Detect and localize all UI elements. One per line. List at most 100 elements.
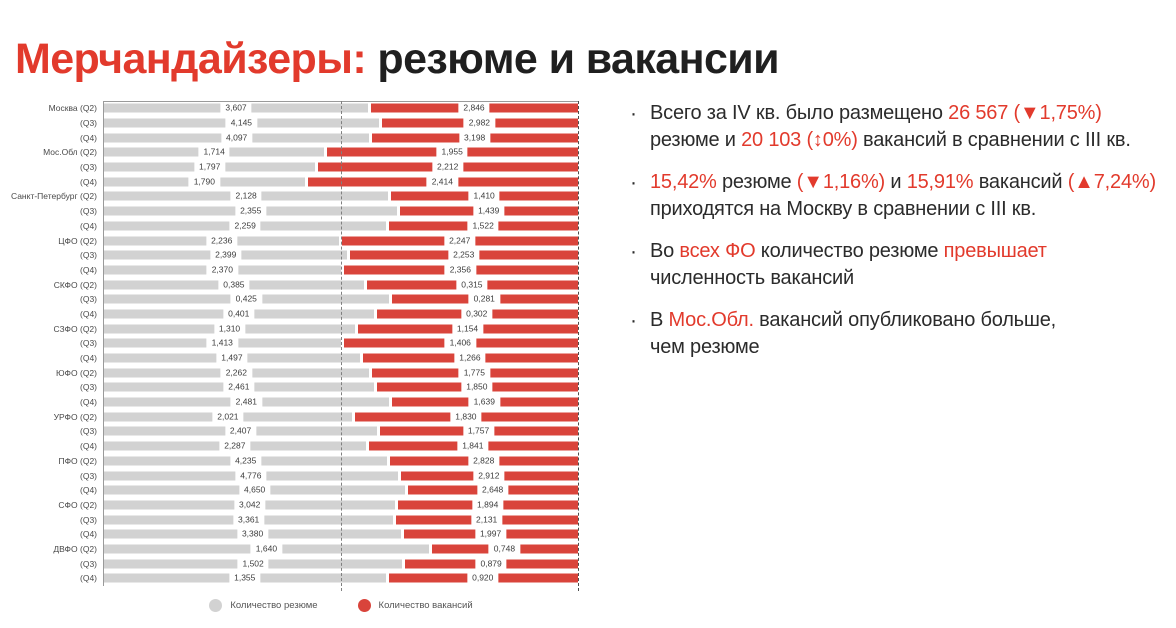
resumes-value: 1,355 xyxy=(229,572,261,584)
vacancies-value: 2,212 xyxy=(432,161,464,173)
row-label: Москва (Q2) xyxy=(48,103,97,114)
row-label: (Q4) xyxy=(80,397,97,408)
vacancies-value: 1,410 xyxy=(468,190,500,202)
resumes-value: 3,380 xyxy=(236,528,269,540)
title-text: резюме и вакансии xyxy=(366,34,779,83)
bar-row: 4,145 2,982 xyxy=(103,116,579,131)
row-label: СКФО (Q2) xyxy=(53,279,97,290)
vacancies-value: 1,522 xyxy=(467,220,499,232)
vacancies-value: 0,302 xyxy=(461,308,493,320)
bullet-item-2: · 15,42% резюме (▼1,16%) и 15,91% ваканси… xyxy=(630,169,1164,223)
resumes-value: 0,401 xyxy=(223,308,255,320)
bar-row: 3,361 2,131 xyxy=(103,512,579,527)
resumes-value: 2,128 xyxy=(230,190,262,202)
bar-row: 1,497 1,266 xyxy=(103,351,579,366)
bar-row: 1,502 0,879 xyxy=(103,556,579,571)
bar-row: 3,042 1,894 xyxy=(103,498,579,513)
row-label: (Q3) xyxy=(80,426,97,437)
vacancies-value: 1,439 xyxy=(473,205,505,217)
bullet-3-highlight: всех ФО xyxy=(679,240,756,262)
bullet-marker-icon: · xyxy=(630,171,637,194)
bullet-1-text: резюме и xyxy=(650,129,742,151)
resumes-value: 1,497 xyxy=(216,352,248,364)
bar-row: 3,380 1,997 xyxy=(103,527,579,542)
row-label: (Q3) xyxy=(80,118,97,129)
bar-row: 2,236 2,247 xyxy=(103,233,579,248)
bullet-2-highlight: 15,42% xyxy=(650,171,717,193)
resumes-value: 1,310 xyxy=(213,323,246,335)
resumes-vacancies-chart: Москва (Q2) (Q3) (Q4) Мос.Обл (Q2) (Q3) (Q4) С… xyxy=(10,101,579,612)
bar-row: 2,399 2,253 xyxy=(103,248,579,263)
chart-axis-labels: Москва (Q2) (Q3) (Q4) Мос.Обл (Q2) (Q3) (Q4) С… xyxy=(10,101,103,586)
bullet-text: В Мос.Обл. вакансий опубликовано больше,… xyxy=(650,307,1056,361)
bar-row: 1,413 1,406 xyxy=(103,336,579,351)
row-label: (Q4) xyxy=(80,529,97,540)
row-label: (Q3) xyxy=(80,206,97,217)
vacancies-value: 2,356 xyxy=(444,264,476,276)
resumes-value: 2,370 xyxy=(206,264,238,276)
resumes-value: 1,714 xyxy=(198,146,230,158)
row-label: СЗФО (Q2) xyxy=(53,323,97,334)
row-label: (Q4) xyxy=(80,132,97,143)
bullet-text: Всего за IV кв. было размещено 26 567 (▼… xyxy=(650,100,1131,154)
bullet-3-text: Во xyxy=(650,240,680,262)
bar-row: 4,235 2,828 xyxy=(103,454,579,469)
resumes-value: 4,776 xyxy=(235,470,267,482)
vacancies-value: 0,879 xyxy=(475,558,507,570)
bullet-2-highlight: (▲7,24%) xyxy=(1067,171,1156,193)
row-label: СФО (Q2) xyxy=(58,499,97,510)
resumes-value: 0,385 xyxy=(218,279,250,291)
bar-row: 0,385 0,315 xyxy=(103,277,579,292)
row-label: Мос.Обл (Q2) xyxy=(43,147,97,158)
chart-grid: Москва (Q2) (Q3) (Q4) Мос.Обл (Q2) (Q3) (Q4) С… xyxy=(10,101,579,591)
row-label: (Q4) xyxy=(80,441,97,452)
vacancies-value: 2,912 xyxy=(473,470,505,482)
resumes-value: 3,042 xyxy=(234,499,266,511)
chart-legend: Количество резюме Количество вакансий xyxy=(103,598,579,612)
vacancies-value: 0,748 xyxy=(488,543,521,555)
bar-row: 1,797 2,212 xyxy=(103,160,579,175)
bullet-4-highlight: Мос.Обл. xyxy=(668,309,755,331)
bullet-2-highlight: (▼1,16%) xyxy=(796,171,886,193)
bullet-4-text: В xyxy=(650,309,669,331)
resumes-value: 2,481 xyxy=(230,396,262,408)
resumes-value: 2,407 xyxy=(224,425,257,437)
legend-dot-icon xyxy=(357,598,371,612)
row-label: (Q3) xyxy=(80,382,97,393)
bullet-2-highlight: 15,91% xyxy=(906,171,974,193)
bullet-4-text: чем резюме xyxy=(650,336,760,358)
resumes-value: 1,413 xyxy=(206,337,238,349)
bar-row: 4,776 2,912 xyxy=(103,468,579,483)
vacancies-value: 1,154 xyxy=(451,323,484,335)
resumes-value: 2,021 xyxy=(212,411,244,423)
vacancies-value: 2,253 xyxy=(448,249,480,261)
bar-row: 2,021 1,830 xyxy=(103,409,579,424)
title-highlight: Мерчандайзеры: xyxy=(15,34,367,83)
vacancies-value: 1,266 xyxy=(454,352,486,364)
bullet-marker-icon: · xyxy=(630,309,637,332)
bar-row: 1,310 1,154 xyxy=(103,321,579,336)
bullet-3-highlight: превышает xyxy=(943,240,1047,262)
bar-row: 2,407 1,757 xyxy=(103,424,579,439)
legend-item: Количество вакансий xyxy=(357,598,473,612)
bar-row: 1,790 2,414 xyxy=(103,174,579,189)
row-label: Санкт-Петербург (Q2) xyxy=(10,191,97,202)
row-label: (Q4) xyxy=(80,573,97,584)
vacancies-value: 3,198 xyxy=(459,132,491,144)
vacancies-value: 2,414 xyxy=(426,176,458,188)
vacancies-value: 1,955 xyxy=(436,146,468,158)
fifty-percent-dashed-line xyxy=(341,101,342,591)
row-label: ДВФО (Q2) xyxy=(53,543,97,554)
resumes-value: 1,502 xyxy=(237,558,269,570)
resumes-value: 4,145 xyxy=(225,117,258,129)
bar-row: 1,714 1,955 xyxy=(103,145,579,160)
row-label: (Q3) xyxy=(80,470,97,481)
resumes-value: 3,607 xyxy=(220,102,252,114)
row-label: (Q3) xyxy=(80,338,97,349)
vacancies-value: 1,841 xyxy=(457,440,489,452)
row-label: (Q4) xyxy=(80,220,97,231)
bar-row: 2,355 1,439 xyxy=(103,204,579,219)
resumes-value: 1,640 xyxy=(250,543,283,555)
vacancies-value: 1,639 xyxy=(468,396,500,408)
row-label: ЮФО (Q2) xyxy=(55,367,97,378)
